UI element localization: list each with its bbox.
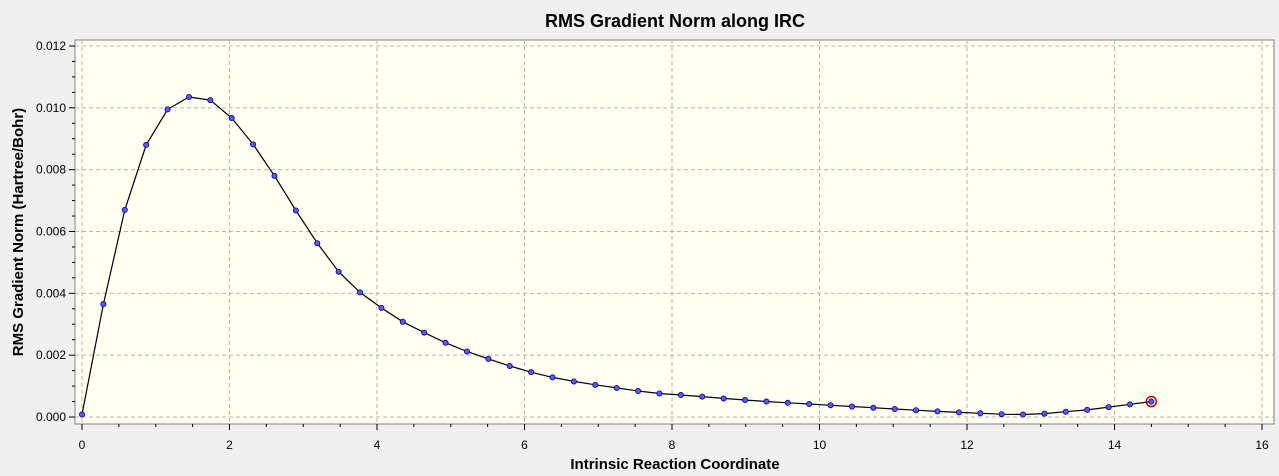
data-point[interactable] [357, 289, 364, 296]
data-point[interactable] [592, 381, 599, 388]
data-point[interactable] [891, 405, 898, 412]
data-point[interactable] [635, 388, 642, 395]
data-point[interactable] [913, 407, 920, 414]
x-tick-labels: 0 2 4 6 8 10 12 14 16 [79, 438, 1269, 452]
y-tick-label: 0.004 [36, 286, 66, 300]
x-axis-title: Intrinsic Reaction Coordinate [570, 456, 779, 473]
data-point[interactable] [399, 318, 406, 325]
data-point[interactable] [485, 355, 492, 362]
y-tick-label: 0.010 [36, 101, 66, 115]
data-point[interactable] [250, 141, 257, 148]
data-point[interactable] [314, 240, 321, 247]
data-point[interactable] [549, 374, 556, 381]
data-point[interactable] [1148, 398, 1155, 405]
x-tick-label: 10 [813, 438, 827, 452]
data-point[interactable] [934, 408, 941, 415]
y-tick-labels: 0.000 0.002 0.004 0.006 0.008 0.010 0.012 [36, 39, 66, 424]
data-point[interactable] [1020, 411, 1027, 418]
data-point[interactable] [143, 141, 150, 148]
data-point[interactable] [79, 411, 86, 418]
data-point[interactable] [1084, 406, 1091, 413]
data-point[interactable] [121, 206, 128, 213]
y-tick-label: 0.000 [36, 410, 66, 424]
y-tick-label: 0.002 [36, 348, 66, 362]
x-tick-label: 8 [669, 438, 676, 452]
y-tick-label: 0.012 [36, 39, 66, 53]
data-point[interactable] [656, 390, 663, 397]
data-point[interactable] [164, 106, 171, 113]
current-point-marker[interactable] [1145, 395, 1158, 408]
x-tick-label: 16 [1255, 438, 1269, 452]
data-point[interactable] [806, 401, 813, 408]
data-point[interactable] [763, 398, 770, 405]
data-point[interactable] [228, 115, 235, 122]
grid-lines [75, 40, 1274, 424]
data-point[interactable] [378, 304, 385, 311]
data-points [79, 94, 1158, 418]
data-point[interactable] [421, 329, 428, 336]
data-point[interactable] [185, 94, 192, 101]
data-point[interactable] [570, 378, 577, 385]
data-point[interactable] [870, 404, 877, 411]
data-point[interactable] [720, 395, 727, 402]
axis-ticks [69, 45, 1263, 430]
data-point[interactable] [699, 393, 706, 400]
data-point[interactable] [1041, 410, 1048, 417]
data-point[interactable] [677, 392, 684, 399]
data-point[interactable] [528, 369, 535, 376]
data-point[interactable] [506, 362, 513, 369]
y-tick-label: 0.006 [36, 225, 66, 239]
data-point[interactable] [827, 402, 834, 409]
data-point[interactable] [977, 410, 984, 417]
y-tick-label: 0.008 [36, 163, 66, 177]
x-tick-label: 0 [79, 438, 86, 452]
data-point[interactable] [848, 403, 855, 410]
data-point[interactable] [463, 348, 470, 355]
data-point[interactable] [1126, 401, 1133, 408]
data-point[interactable] [292, 207, 299, 214]
x-tick-label: 4 [374, 438, 381, 452]
x-tick-label: 12 [960, 438, 974, 452]
data-point[interactable] [271, 172, 278, 179]
data-point[interactable] [335, 268, 342, 275]
data-point[interactable] [1105, 404, 1112, 411]
x-tick-label: 6 [521, 438, 528, 452]
x-tick-label: 2 [226, 438, 233, 452]
data-point[interactable] [207, 97, 214, 104]
x-tick-label: 14 [1108, 438, 1122, 452]
plot-area[interactable] [74, 39, 1275, 425]
data-point[interactable] [742, 396, 749, 403]
data-point[interactable] [1062, 408, 1069, 415]
chart-title: RMS Gradient Norm along IRC [545, 11, 805, 31]
data-point[interactable] [100, 301, 107, 308]
data-point[interactable] [784, 399, 791, 406]
data-point[interactable] [442, 339, 449, 346]
data-point[interactable] [955, 409, 962, 416]
y-axis-title: RMS Gradient Norm (Hartree/Bohr) [10, 108, 27, 356]
data-point[interactable] [998, 411, 1005, 418]
data-point[interactable] [613, 384, 620, 391]
